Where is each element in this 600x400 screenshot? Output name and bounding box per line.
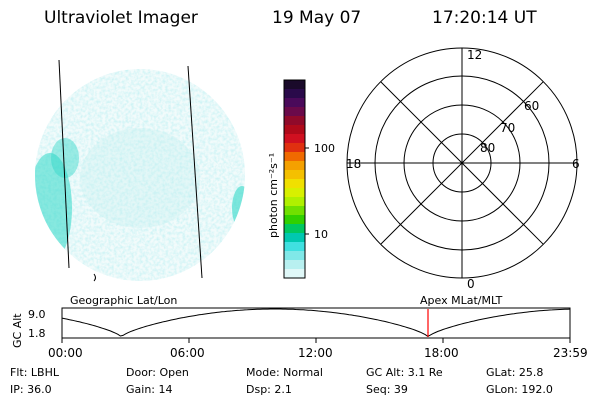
colorbar-band: [284, 224, 305, 234]
colorbar-band: [284, 161, 305, 171]
colorbar-band: [284, 251, 305, 261]
x-tick-1800: 18:00: [424, 346, 459, 360]
colorbar-band: [284, 125, 305, 135]
x-tick-1200: 12:00: [298, 346, 333, 360]
x-tick-0600: 06:00: [170, 346, 205, 360]
lat-label-60: 60: [524, 99, 539, 113]
colorbar-unit-label: photon cm⁻²s⁻¹: [267, 153, 280, 238]
colorbar-band: [284, 188, 305, 198]
lat-label-70: 70: [500, 121, 515, 135]
colorbar-band: [284, 215, 305, 225]
uv-image-panel: [35, 59, 245, 282]
polar-plot: 12 18 6 0 60 70 80: [346, 47, 580, 291]
colorbar-band: [284, 170, 305, 180]
colorbar-band: [284, 179, 305, 189]
mlt-label-0: 0: [467, 277, 475, 291]
info-seq: Seq: 39: [366, 383, 408, 396]
info-gain: Gain: 14: [126, 383, 173, 396]
date-label: 19 May 07: [272, 8, 362, 28]
polar-diagonal-2: [380, 81, 544, 245]
colorbar-band: [284, 98, 305, 108]
colorbar-band: [284, 143, 305, 153]
info-gc-alt: GC Alt: 3.1 Re: [366, 366, 443, 379]
mlt-label-6: 6: [572, 157, 580, 171]
colorbar-band: [284, 116, 305, 126]
colorbar-band: [284, 206, 305, 216]
colorbar-tick-100: 100: [314, 142, 335, 155]
altitude-curve: [61, 308, 571, 337]
info-filter: Flt: LBHL: [10, 366, 59, 379]
info-glat: GLat: 25.8: [486, 366, 544, 379]
colorbar-band: [284, 197, 305, 207]
timeline-frame: [61, 307, 571, 339]
colorbar-band: [284, 242, 305, 252]
info-door: Door: Open: [126, 366, 189, 379]
coastline-fragment: [93, 273, 96, 282]
colorbar-band: [284, 89, 305, 99]
meridian-line-left: [58, 59, 70, 269]
colorbar-band: [284, 269, 305, 279]
uv-disk: [35, 69, 245, 281]
colorbar-band: [284, 233, 305, 243]
time-label: 17:20:14 UT: [432, 8, 537, 28]
colorbar-tick-10: 10: [314, 228, 328, 241]
timeline-y-axis-label: GC Alt: [11, 313, 24, 348]
info-dsp: Dsp: 2.1: [246, 383, 292, 396]
colorbar-band: [284, 152, 305, 162]
x-tick-2359: 23:59: [553, 346, 588, 360]
meridian-line-right: [187, 65, 203, 279]
instrument-title: Ultraviolet Imager: [44, 8, 198, 28]
colorbar-band: [284, 134, 305, 144]
lat-label-80: 80: [480, 141, 495, 155]
timeline-label-geographic: Geographic Lat/Lon: [70, 294, 178, 307]
x-tick-0000: 00:00: [48, 346, 83, 360]
colorbar-band: [284, 107, 305, 117]
colorbar-gradient: [284, 80, 305, 279]
info-glon: GLon: 192.0: [486, 383, 553, 396]
altitude-timeline: GC Alt 9.0 1.8: [11, 307, 571, 348]
timeline-y-tick-9: 9.0: [28, 308, 46, 321]
colorbar: photon cm⁻²s⁻¹: [267, 79, 309, 279]
mlt-label-12: 12: [467, 48, 482, 62]
mlt-label-18: 18: [346, 157, 361, 171]
timeline-label-apex: Apex MLat/MLT: [420, 294, 503, 307]
colorbar-band: [284, 80, 305, 90]
info-mode: Mode: Normal: [246, 366, 323, 379]
colorbar-band: [284, 260, 305, 270]
timeline-y-tick-1: 1.8: [28, 327, 46, 340]
info-ip: IP: 36.0: [10, 383, 52, 396]
